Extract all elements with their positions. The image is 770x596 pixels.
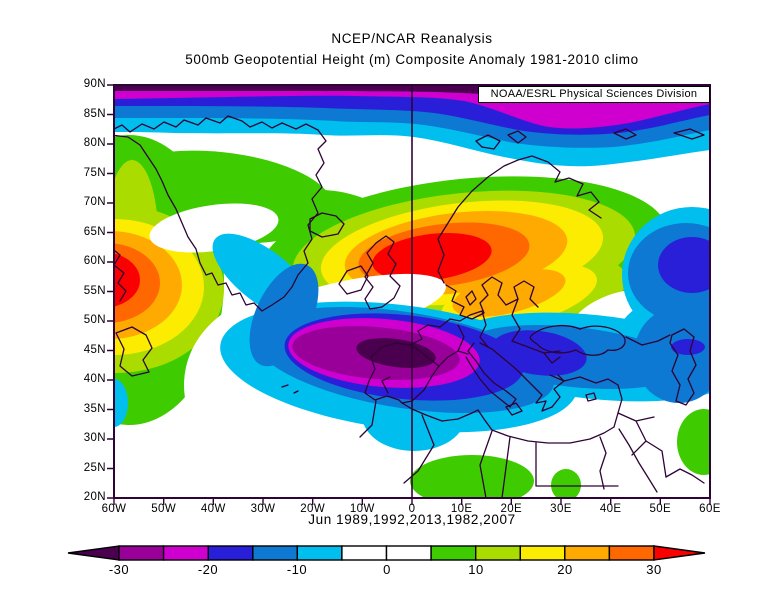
colorbar-tick-label: -30: [108, 562, 130, 577]
lon-tick-marks: [113, 498, 711, 505]
lat-tick-label: 55N: [83, 284, 106, 297]
borders-europe: [457, 298, 561, 364]
lat-tick-label: 40N: [83, 373, 106, 385]
lat-tick-label: 30N: [83, 432, 106, 444]
lon-tick-label: 30E: [550, 503, 572, 515]
borders-sahara: [359, 400, 619, 498]
coast-black-sea: [529, 324, 626, 356]
page-title: NCEP/NCAR Reanalysis: [331, 31, 493, 46]
lat-tick-label: 60N: [83, 255, 106, 267]
lon-tick-label: 60E: [699, 503, 721, 515]
colorbar-segment: [564, 545, 611, 561]
coast-france-italy: [438, 342, 553, 416]
lat-tick-marks: [107, 84, 114, 499]
lon-tick-label: 30W: [250, 503, 276, 515]
colorbar-tick-label: 20: [557, 562, 573, 577]
lat-tick-label: 80N: [83, 137, 106, 149]
colorbar-tick-label: -20: [197, 562, 219, 577]
colorbar-segment: [252, 545, 299, 561]
lat-tick-label: 75N: [83, 166, 106, 179]
colorbar-tick-label: 0: [383, 562, 391, 577]
lon-tick-label: 10W: [349, 503, 375, 515]
lon-tick-label: 50E: [649, 503, 672, 515]
lat-tick-label: 50N: [83, 314, 106, 326]
colorbar-segment: [118, 545, 165, 561]
colorbar-tick-label: 30: [646, 562, 662, 577]
lon-tick-label: 20W: [300, 503, 326, 515]
colorbar: [67, 545, 706, 561]
page-subtitle: 500mb Geopotential Height (m) Composite …: [185, 52, 639, 67]
lon-tick-label: 20E: [500, 503, 523, 515]
colorbar-right-arrow: [653, 545, 706, 561]
coast-greece: [551, 374, 565, 408]
lat-tick-label: 65N: [83, 225, 106, 238]
lon-tick-label: 40W: [200, 503, 226, 515]
lat-tick-label: 45N: [83, 343, 106, 356]
coast-north-africa: [401, 402, 615, 490]
coast-baltic: [445, 276, 539, 320]
coast-caspian: [625, 328, 697, 406]
lat-tick-label: 85N: [83, 107, 106, 120]
colorbar-segment: [475, 545, 522, 561]
credit-box: NOAA/ESRL Physical Sciences Division: [478, 86, 710, 103]
lon-tick-label: 60W: [101, 503, 127, 515]
lon-tick-label: 0: [408, 503, 416, 515]
lon-tick-label: 50W: [151, 503, 177, 515]
islands-azores: [281, 384, 299, 394]
colorbar-tick-label: -10: [286, 562, 308, 577]
coast-turkey-levant: [549, 374, 623, 428]
contour-negative-dark-core: [356, 338, 436, 368]
contour-positive-red: [114, 233, 492, 307]
colorbar-segment: [608, 545, 655, 561]
lat-tick-label: 20N: [83, 491, 106, 503]
coast-iberia: [364, 342, 440, 404]
coast-british-isles: [338, 235, 401, 310]
coastlines: [114, 115, 705, 498]
coast-iceland: [309, 212, 345, 238]
colorbar-tick-label: 10: [468, 562, 484, 577]
lat-tick-label: 70N: [83, 196, 106, 208]
colorbar-segment: [296, 545, 343, 561]
colorbar-segment: [385, 545, 432, 561]
colorbar-segment: [162, 545, 209, 561]
colorbar-segment: [430, 545, 477, 561]
lat-tick-label: 90N: [83, 78, 106, 90]
coast-greenland: [114, 129, 327, 312]
colorbar-left-arrow: [67, 545, 120, 561]
lat-tick-label: 35N: [83, 402, 106, 415]
coast-west-europe: [409, 310, 483, 346]
colorbar-segment: [341, 545, 388, 561]
borders-middle-east: [617, 412, 667, 478]
coast-newfoundland: [114, 249, 153, 377]
coast-scandinavia: [437, 155, 602, 284]
colorbar-segment: [207, 545, 254, 561]
coast-red-sea-gulf: [618, 428, 705, 493]
lon-tick-label: 10E: [450, 503, 473, 515]
colorbar-segment: [519, 545, 566, 561]
lon-tick-label: 40E: [599, 503, 622, 515]
composite-caption: Jun 1989,1992,2013,1982,2007: [308, 512, 516, 527]
lat-tick-label: 25N: [83, 461, 106, 474]
coast-arctic-islands: [114, 115, 705, 150]
